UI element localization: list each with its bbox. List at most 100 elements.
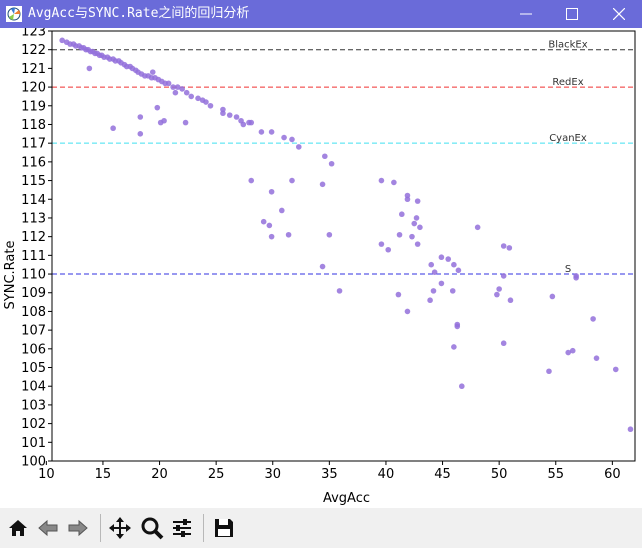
- y-tick-label: 111: [21, 249, 46, 264]
- data-point: [474, 224, 481, 231]
- reference-label-redex: RedEx: [552, 77, 583, 88]
- data-point: [170, 84, 176, 90]
- data-point: [494, 291, 500, 298]
- y-tick-label: 121: [21, 62, 46, 77]
- data-point: [281, 134, 287, 141]
- data-point: [172, 89, 179, 96]
- window-title: AvgAcc与SYNC.Rate之间的回归分析: [28, 6, 250, 21]
- y-tick-label: 116: [21, 155, 46, 170]
- toolbar-separator: [100, 514, 101, 542]
- data-point: [612, 366, 619, 373]
- data-point: [413, 215, 420, 221]
- data-point: [203, 99, 209, 105]
- data-point: [546, 368, 552, 375]
- x-tick-label: 45: [434, 467, 451, 482]
- data-point: [248, 119, 255, 126]
- data-point: [404, 308, 411, 315]
- reference-label-s: S: [565, 264, 571, 275]
- data-point: [427, 297, 433, 304]
- y-tick-label: 110: [21, 268, 46, 283]
- data-point: [569, 347, 576, 354]
- data-point: [404, 196, 411, 203]
- y-tick-label: 118: [21, 118, 46, 133]
- x-tick-label: 35: [321, 467, 338, 482]
- data-point: [500, 340, 507, 347]
- matplotlib-logo-icon: [6, 6, 22, 22]
- toolbar-separator: [203, 514, 204, 542]
- data-point: [336, 288, 343, 294]
- close-icon: [613, 8, 625, 20]
- x-tick-label: 10: [38, 467, 55, 482]
- data-point: [289, 177, 295, 184]
- data-point: [207, 102, 214, 109]
- save-button[interactable]: [210, 514, 238, 542]
- scatter-chart: BlackEx RedEx CyanEx S 10 15 20 25 30 35 40 45 50 55…: [3, 25, 636, 506]
- data-point: [268, 233, 275, 240]
- data-point: [449, 288, 456, 294]
- home-icon: [9, 520, 27, 536]
- data-point: [451, 344, 457, 350]
- data-point: [399, 211, 405, 218]
- y-tick-label: 122: [21, 43, 46, 58]
- y-tick-label: 115: [21, 174, 46, 189]
- y-tick-label: 107: [21, 324, 46, 339]
- y-tick-label: 106: [21, 342, 46, 357]
- close-button[interactable]: [596, 0, 642, 28]
- y-tick-label: 120: [21, 81, 46, 96]
- data-point: [506, 245, 513, 251]
- x-tick-label: 30: [264, 467, 281, 482]
- data-point: [451, 261, 457, 268]
- y-tick-label: 112: [21, 230, 46, 245]
- floppy-disk-icon: [215, 519, 233, 537]
- y-tick-label: 108: [21, 305, 46, 320]
- data-point: [226, 112, 233, 118]
- data-point: [319, 181, 326, 188]
- pan-button[interactable]: [106, 514, 134, 542]
- minimize-button[interactable]: [503, 0, 549, 28]
- y-tick-label: 113: [21, 211, 46, 226]
- data-point: [137, 131, 144, 137]
- data-point: [268, 129, 275, 135]
- data-point: [149, 69, 156, 75]
- data-point: [431, 269, 438, 275]
- data-point: [430, 288, 437, 294]
- data-point: [233, 114, 240, 120]
- data-point: [179, 86, 185, 92]
- data-point: [258, 129, 265, 135]
- data-point: [183, 89, 190, 96]
- data-point: [285, 231, 292, 238]
- maximize-button[interactable]: [549, 0, 595, 28]
- x-tick-label: 55: [547, 467, 564, 482]
- data-point: [279, 207, 285, 214]
- data-point: [268, 188, 275, 195]
- data-point: [565, 349, 572, 356]
- home-button[interactable]: [4, 514, 32, 542]
- x-tick-label: 50: [491, 467, 508, 482]
- data-point: [496, 286, 502, 292]
- minimize-icon: [520, 13, 532, 15]
- configure-subplots-button[interactable]: [168, 514, 196, 542]
- zoom-button[interactable]: [138, 514, 166, 542]
- data-point: [322, 153, 328, 160]
- data-point: [188, 93, 195, 100]
- x-axis-label: AvgAcc: [323, 491, 370, 506]
- y-tick-label: 102: [21, 417, 46, 432]
- data-point: [59, 37, 65, 44]
- forward-button[interactable]: [64, 514, 92, 542]
- data-point: [438, 280, 445, 287]
- data-point: [593, 355, 600, 361]
- x-tick-label: 15: [95, 467, 112, 482]
- y-tick-label: 119: [21, 99, 46, 114]
- y-tick-label: 100: [21, 455, 46, 470]
- back-button[interactable]: [34, 514, 62, 542]
- figure-canvas[interactable]: BlackEx RedEx CyanEx S 10 15 20 25 30 35 40 45 50 55…: [0, 25, 642, 508]
- data-point: [391, 179, 397, 186]
- move-icon: [109, 517, 131, 539]
- data-point: [289, 136, 295, 143]
- data-point: [455, 267, 462, 274]
- data-point: [409, 233, 415, 240]
- x-tick-label: 25: [208, 467, 225, 482]
- arrow-left-icon: [38, 519, 58, 537]
- data-point: [385, 246, 392, 253]
- data-point: [378, 241, 385, 247]
